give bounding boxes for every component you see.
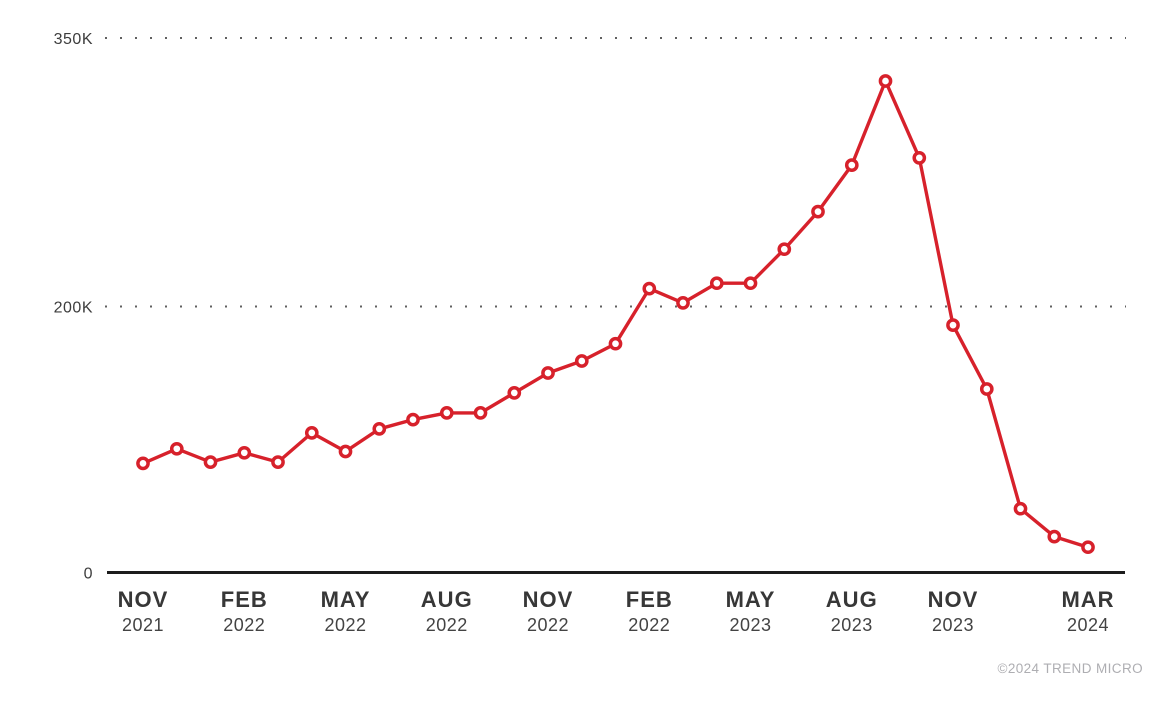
x-tick-month-label: MAR (1061, 587, 1114, 612)
x-tick-year-label: 2022 (426, 615, 468, 635)
data-point-marker (574, 354, 589, 368)
data-point-marker (136, 456, 150, 471)
x-tick-month-label: NOV (523, 587, 574, 612)
x-tick-year-label: 2023 (729, 615, 771, 635)
data-point-marker (878, 74, 893, 88)
x-tick-month-label: AUG (826, 587, 878, 612)
data-point-marker (372, 422, 387, 436)
data-point-marker (304, 426, 319, 440)
y-axis-labels: 350K 200K 0 (54, 31, 93, 583)
x-tick-month-label: NOV (928, 587, 979, 612)
x-tick-year-label: 2023 (932, 615, 974, 635)
data-point-marker (912, 151, 927, 165)
data-point-marker (676, 296, 690, 310)
data-point-marker (169, 441, 184, 456)
y-tick-label: 0 (84, 566, 93, 583)
data-point-marker (439, 406, 454, 420)
x-tick-year-label: 2022 (324, 615, 366, 635)
data-point-marker (844, 158, 859, 172)
data-point-marker (946, 318, 960, 332)
data-point-marker (709, 276, 724, 291)
series-line (141, 79, 1090, 549)
data-point-marker (541, 366, 555, 380)
data-point-marker (743, 276, 758, 291)
x-tick-year-label: 2022 (628, 615, 670, 635)
data-point-marker (338, 444, 353, 459)
x-tick-year-label: 2022 (527, 615, 569, 635)
data-point-marker (1047, 529, 1062, 544)
x-tick-month-label: MAY (321, 587, 371, 612)
data-point-marker (608, 336, 623, 351)
data-point-marker (271, 455, 285, 469)
copyright-text: ©2024 TREND MICRO (997, 661, 1143, 676)
series-path (141, 79, 1090, 549)
x-tick-month-label: FEB (626, 587, 673, 612)
x-tick-month-label: NOV (118, 587, 169, 612)
data-point-marker (406, 412, 420, 427)
gridlines (105, 37, 1126, 308)
data-point-marker (507, 386, 522, 400)
x-tick-year-label: 2021 (122, 615, 164, 635)
x-tick-month-label: MAY (726, 587, 776, 612)
data-point-marker (473, 406, 488, 420)
x-tick-month-label: AUG (421, 587, 473, 612)
data-point-marker (237, 445, 252, 460)
y-tick-label: 350K (54, 31, 93, 48)
data-point-marker (979, 382, 994, 396)
data-point-marker (1013, 501, 1028, 516)
x-tick-year-label: 2022 (223, 615, 265, 635)
data-point-marker (642, 281, 657, 296)
data-point-marker (1081, 540, 1095, 555)
data-point-marker (777, 242, 792, 257)
x-tick-year-label: 2024 (1067, 615, 1109, 635)
data-point-markers (136, 74, 1095, 555)
data-point-marker (203, 455, 218, 469)
x-tick-year-label: 2023 (831, 615, 873, 635)
x-tick-month-label: FEB (221, 587, 268, 612)
data-point-marker (811, 204, 825, 219)
y-tick-label: 200K (54, 300, 93, 317)
x-axis-labels: NOV 2021 FEB 2022 MAY 2022 AUG 2022 NOV 2022 FEB 20… (118, 587, 1114, 635)
